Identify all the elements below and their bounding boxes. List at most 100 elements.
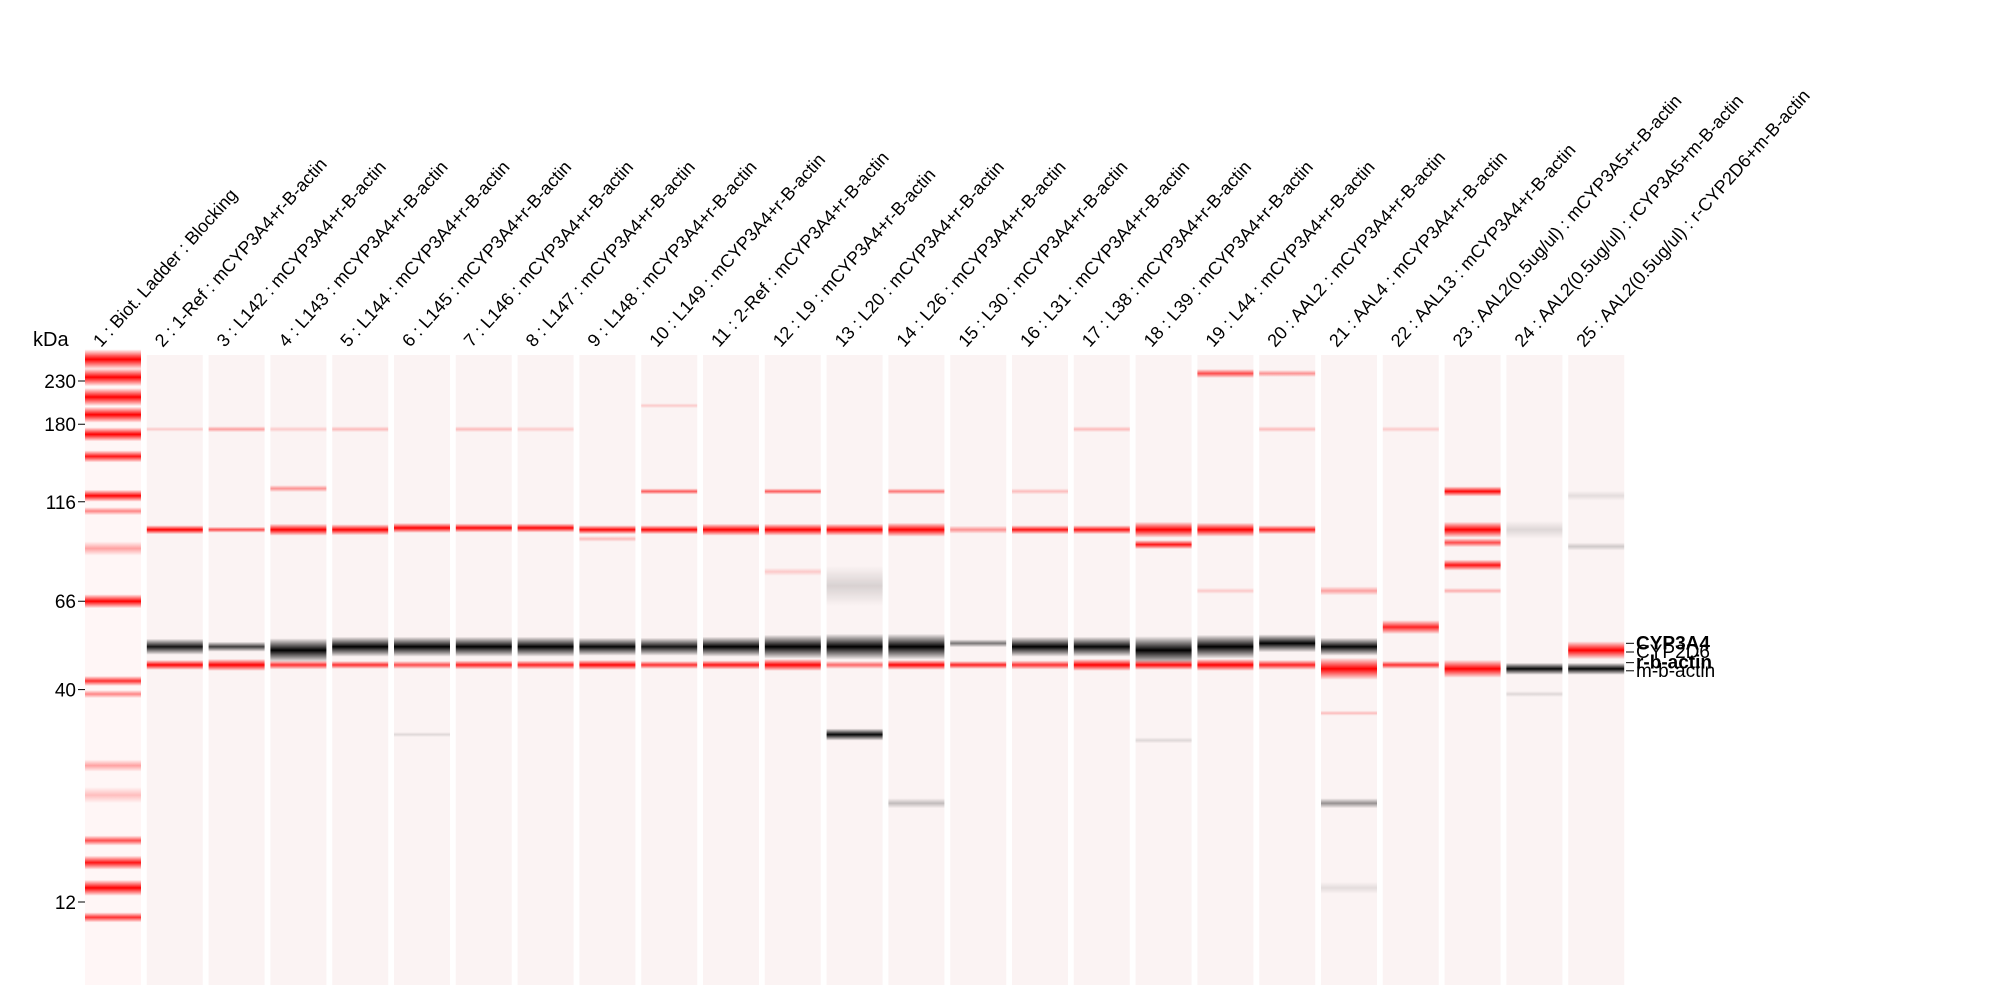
band — [1444, 521, 1501, 538]
band — [1135, 540, 1192, 550]
band — [826, 565, 883, 606]
band — [1321, 881, 1377, 894]
band — [394, 636, 450, 657]
band — [85, 388, 141, 407]
band — [888, 522, 945, 537]
lane-background — [455, 355, 512, 985]
band — [85, 507, 141, 516]
band — [1382, 660, 1439, 669]
marker-label: 66 — [55, 592, 76, 613]
band — [1012, 636, 1068, 657]
band — [1073, 525, 1130, 535]
band — [1197, 368, 1254, 378]
lane-label: 25 : AAL2(0.5ug/ul) : r-CYP2D6+m-B-actin — [1572, 86, 1813, 351]
band — [394, 660, 450, 669]
band — [1135, 521, 1192, 538]
lane-1 — [85, 349, 141, 985]
lane-24 — [1506, 355, 1563, 985]
band — [641, 525, 698, 535]
band — [1259, 659, 1316, 670]
band — [270, 523, 327, 536]
lane-background — [332, 355, 389, 985]
band — [1444, 486, 1501, 497]
band — [270, 485, 327, 493]
lane-background — [703, 355, 759, 985]
lane-label: 23 : AAL2(0.5ug/ul) : mCYP3A5+r-B-actin — [1449, 91, 1686, 351]
lane-15 — [950, 355, 1007, 985]
band — [270, 638, 327, 663]
band — [888, 659, 945, 670]
band — [703, 660, 759, 670]
band — [1444, 659, 1501, 678]
band — [1506, 691, 1563, 698]
band — [146, 659, 203, 670]
band — [85, 675, 141, 686]
band — [85, 541, 141, 556]
lane-11 — [703, 355, 759, 985]
band — [1073, 426, 1130, 433]
band — [950, 660, 1007, 669]
band — [270, 660, 327, 670]
band — [85, 594, 141, 609]
band — [85, 427, 141, 442]
band — [146, 638, 203, 655]
band — [641, 403, 698, 409]
annotation-label: CYP2D6 — [1636, 642, 1710, 663]
lane-background — [517, 355, 574, 985]
band — [85, 855, 141, 870]
band — [1197, 634, 1254, 659]
lane-background — [1012, 355, 1068, 985]
band — [208, 658, 265, 671]
lanes — [85, 349, 1625, 985]
band — [455, 523, 512, 533]
lane-14 — [888, 355, 945, 985]
marker-label: 230 — [44, 372, 76, 393]
band — [1197, 522, 1254, 537]
band — [1135, 737, 1192, 744]
band — [1321, 637, 1377, 656]
band — [1012, 525, 1068, 535]
band — [517, 426, 574, 433]
band — [394, 522, 450, 533]
band — [1568, 662, 1625, 675]
band — [85, 835, 141, 846]
band — [579, 637, 636, 656]
units-label: kDa — [33, 329, 69, 351]
band — [85, 349, 141, 370]
band — [826, 633, 883, 660]
band — [1382, 620, 1439, 635]
band — [1568, 641, 1625, 660]
band — [85, 368, 141, 387]
band — [85, 787, 141, 804]
lane-background — [641, 355, 698, 985]
band — [579, 535, 636, 542]
band — [888, 633, 945, 660]
band — [579, 525, 636, 535]
band — [1012, 488, 1068, 495]
lane-23 — [1444, 355, 1501, 985]
band — [764, 523, 821, 536]
band — [85, 912, 141, 923]
band — [517, 523, 574, 533]
band — [85, 406, 141, 423]
lane-16 — [1012, 355, 1068, 985]
band — [1259, 426, 1316, 433]
band — [1197, 587, 1254, 594]
band — [1444, 587, 1501, 594]
lane-7 — [455, 355, 512, 985]
band — [1259, 369, 1316, 377]
lane-18 — [1135, 355, 1192, 985]
band — [146, 426, 203, 432]
band — [517, 636, 574, 657]
lane-2 — [146, 355, 203, 985]
band — [332, 426, 389, 433]
lane-background — [826, 355, 883, 985]
band — [332, 524, 389, 536]
band — [85, 489, 141, 502]
band — [1259, 634, 1316, 653]
lane-5 — [332, 355, 389, 985]
lane-background — [394, 355, 450, 985]
lane-4 — [270, 355, 327, 985]
band — [1135, 659, 1192, 670]
